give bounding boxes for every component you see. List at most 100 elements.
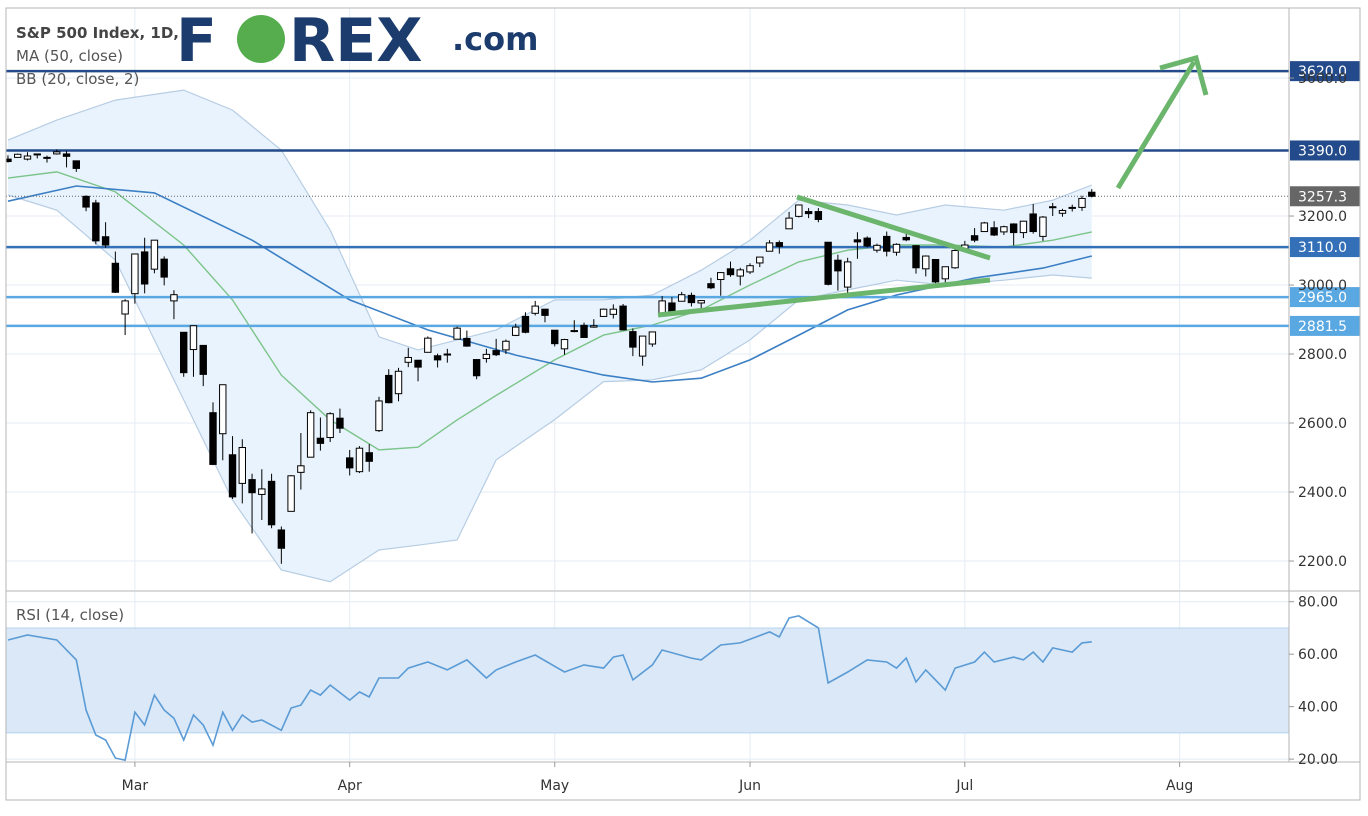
outer-frame (5, 7, 1361, 801)
level-label-box (1290, 287, 1360, 308)
candle-body (1058, 210, 1067, 214)
candle-body (1029, 213, 1037, 233)
candle-body (1019, 220, 1028, 234)
trend-line (657, 277, 991, 318)
candle-body (287, 475, 295, 512)
candle-body (189, 325, 198, 351)
candle-body (941, 266, 950, 280)
y-tick-label: 20.00 (1298, 752, 1338, 768)
candle-body (453, 327, 461, 340)
candle-body (472, 359, 481, 377)
bb-upper (7, 89, 1093, 351)
candle-body (990, 227, 998, 236)
candle-body (365, 452, 373, 462)
candle-body (795, 204, 803, 217)
candle-body (570, 330, 578, 333)
frame (5, 7, 1361, 801)
candle-body (492, 350, 500, 356)
candle-body (482, 353, 491, 360)
candle-body (101, 236, 110, 246)
rsi-line (7, 615, 1092, 762)
candle-body (160, 258, 168, 278)
candle-body (140, 251, 149, 285)
candle-body (23, 155, 32, 160)
chart-title: S&P 500 Index, 1D, (16, 24, 179, 42)
candle-body (1039, 216, 1047, 237)
candle-body (111, 262, 120, 293)
candle-body (131, 253, 139, 295)
y-tick-label: 3000.0 (1298, 278, 1347, 294)
candle-body (834, 259, 842, 272)
candle-body (1088, 191, 1096, 197)
logo-text: .com (452, 20, 538, 58)
candle-body (843, 261, 852, 288)
candle-body (785, 217, 793, 230)
candle-body (970, 235, 979, 241)
candle-body (892, 243, 901, 253)
y-tick-label: 80.00 (1298, 595, 1338, 611)
candle-body (1009, 223, 1018, 234)
candle-body (502, 340, 510, 351)
candle-body (62, 153, 71, 157)
candle-body (599, 308, 608, 317)
candle-body (277, 529, 286, 549)
candle-body (443, 353, 452, 356)
level-label: 2881.5 (1298, 319, 1347, 335)
candle-body (316, 437, 325, 444)
candle-body (980, 222, 989, 233)
candle-body (560, 339, 569, 350)
candle-body (580, 324, 588, 338)
candle-body (726, 268, 735, 276)
candle-body (687, 294, 696, 304)
candle-body (629, 331, 637, 348)
y-tick-label: 2800.0 (1298, 347, 1347, 363)
candle-body (756, 256, 764, 264)
x-tick-label: Mar (122, 778, 149, 794)
y-tick-label: 60.00 (1298, 647, 1338, 663)
candle-body (883, 235, 891, 252)
candle-body (267, 480, 276, 526)
level-label-box (1290, 61, 1360, 82)
candle-body (92, 202, 100, 242)
candle-body (355, 447, 364, 473)
candle-body (609, 308, 618, 315)
y-tick-label: 2200.0 (1298, 554, 1347, 570)
candle-body (336, 417, 344, 429)
candle-body (668, 302, 676, 313)
candle-body (697, 300, 705, 304)
logo: F O REX .com (176, 6, 538, 76)
arrow (1115, 60, 1197, 190)
last-price-box (1290, 186, 1360, 207)
candle-body (297, 465, 305, 473)
candle-body (1000, 226, 1008, 233)
candle-body (180, 331, 188, 374)
candle-body (931, 258, 940, 283)
candle-body (648, 331, 657, 345)
candle-body (82, 195, 90, 208)
candle-body (824, 241, 832, 285)
bb-lower (7, 194, 1092, 583)
candle-body (951, 250, 959, 269)
x-tick-label: May (540, 778, 569, 794)
candle-body (551, 329, 559, 345)
candle-body (385, 374, 393, 404)
candle-body (121, 300, 129, 315)
indicator-label: MA (50, close) (16, 47, 123, 65)
candle-body (404, 356, 412, 363)
candle-body (638, 335, 647, 357)
y-tick-label: 40.00 (1298, 700, 1338, 716)
candle-body (541, 308, 549, 316)
candle-body (72, 160, 81, 169)
y-tick-label: 3200.0 (1298, 209, 1347, 225)
candle-body (43, 156, 51, 159)
candle-body (248, 479, 256, 494)
x-tick-label: Aug (1166, 778, 1193, 794)
bb-basis (7, 171, 1092, 451)
level-label-box (1290, 315, 1360, 336)
y-tick-label: 2600.0 (1298, 416, 1347, 432)
candle-body (53, 151, 61, 155)
candle-body (590, 325, 598, 328)
candle-body (6, 158, 12, 163)
trend-line (796, 194, 991, 261)
